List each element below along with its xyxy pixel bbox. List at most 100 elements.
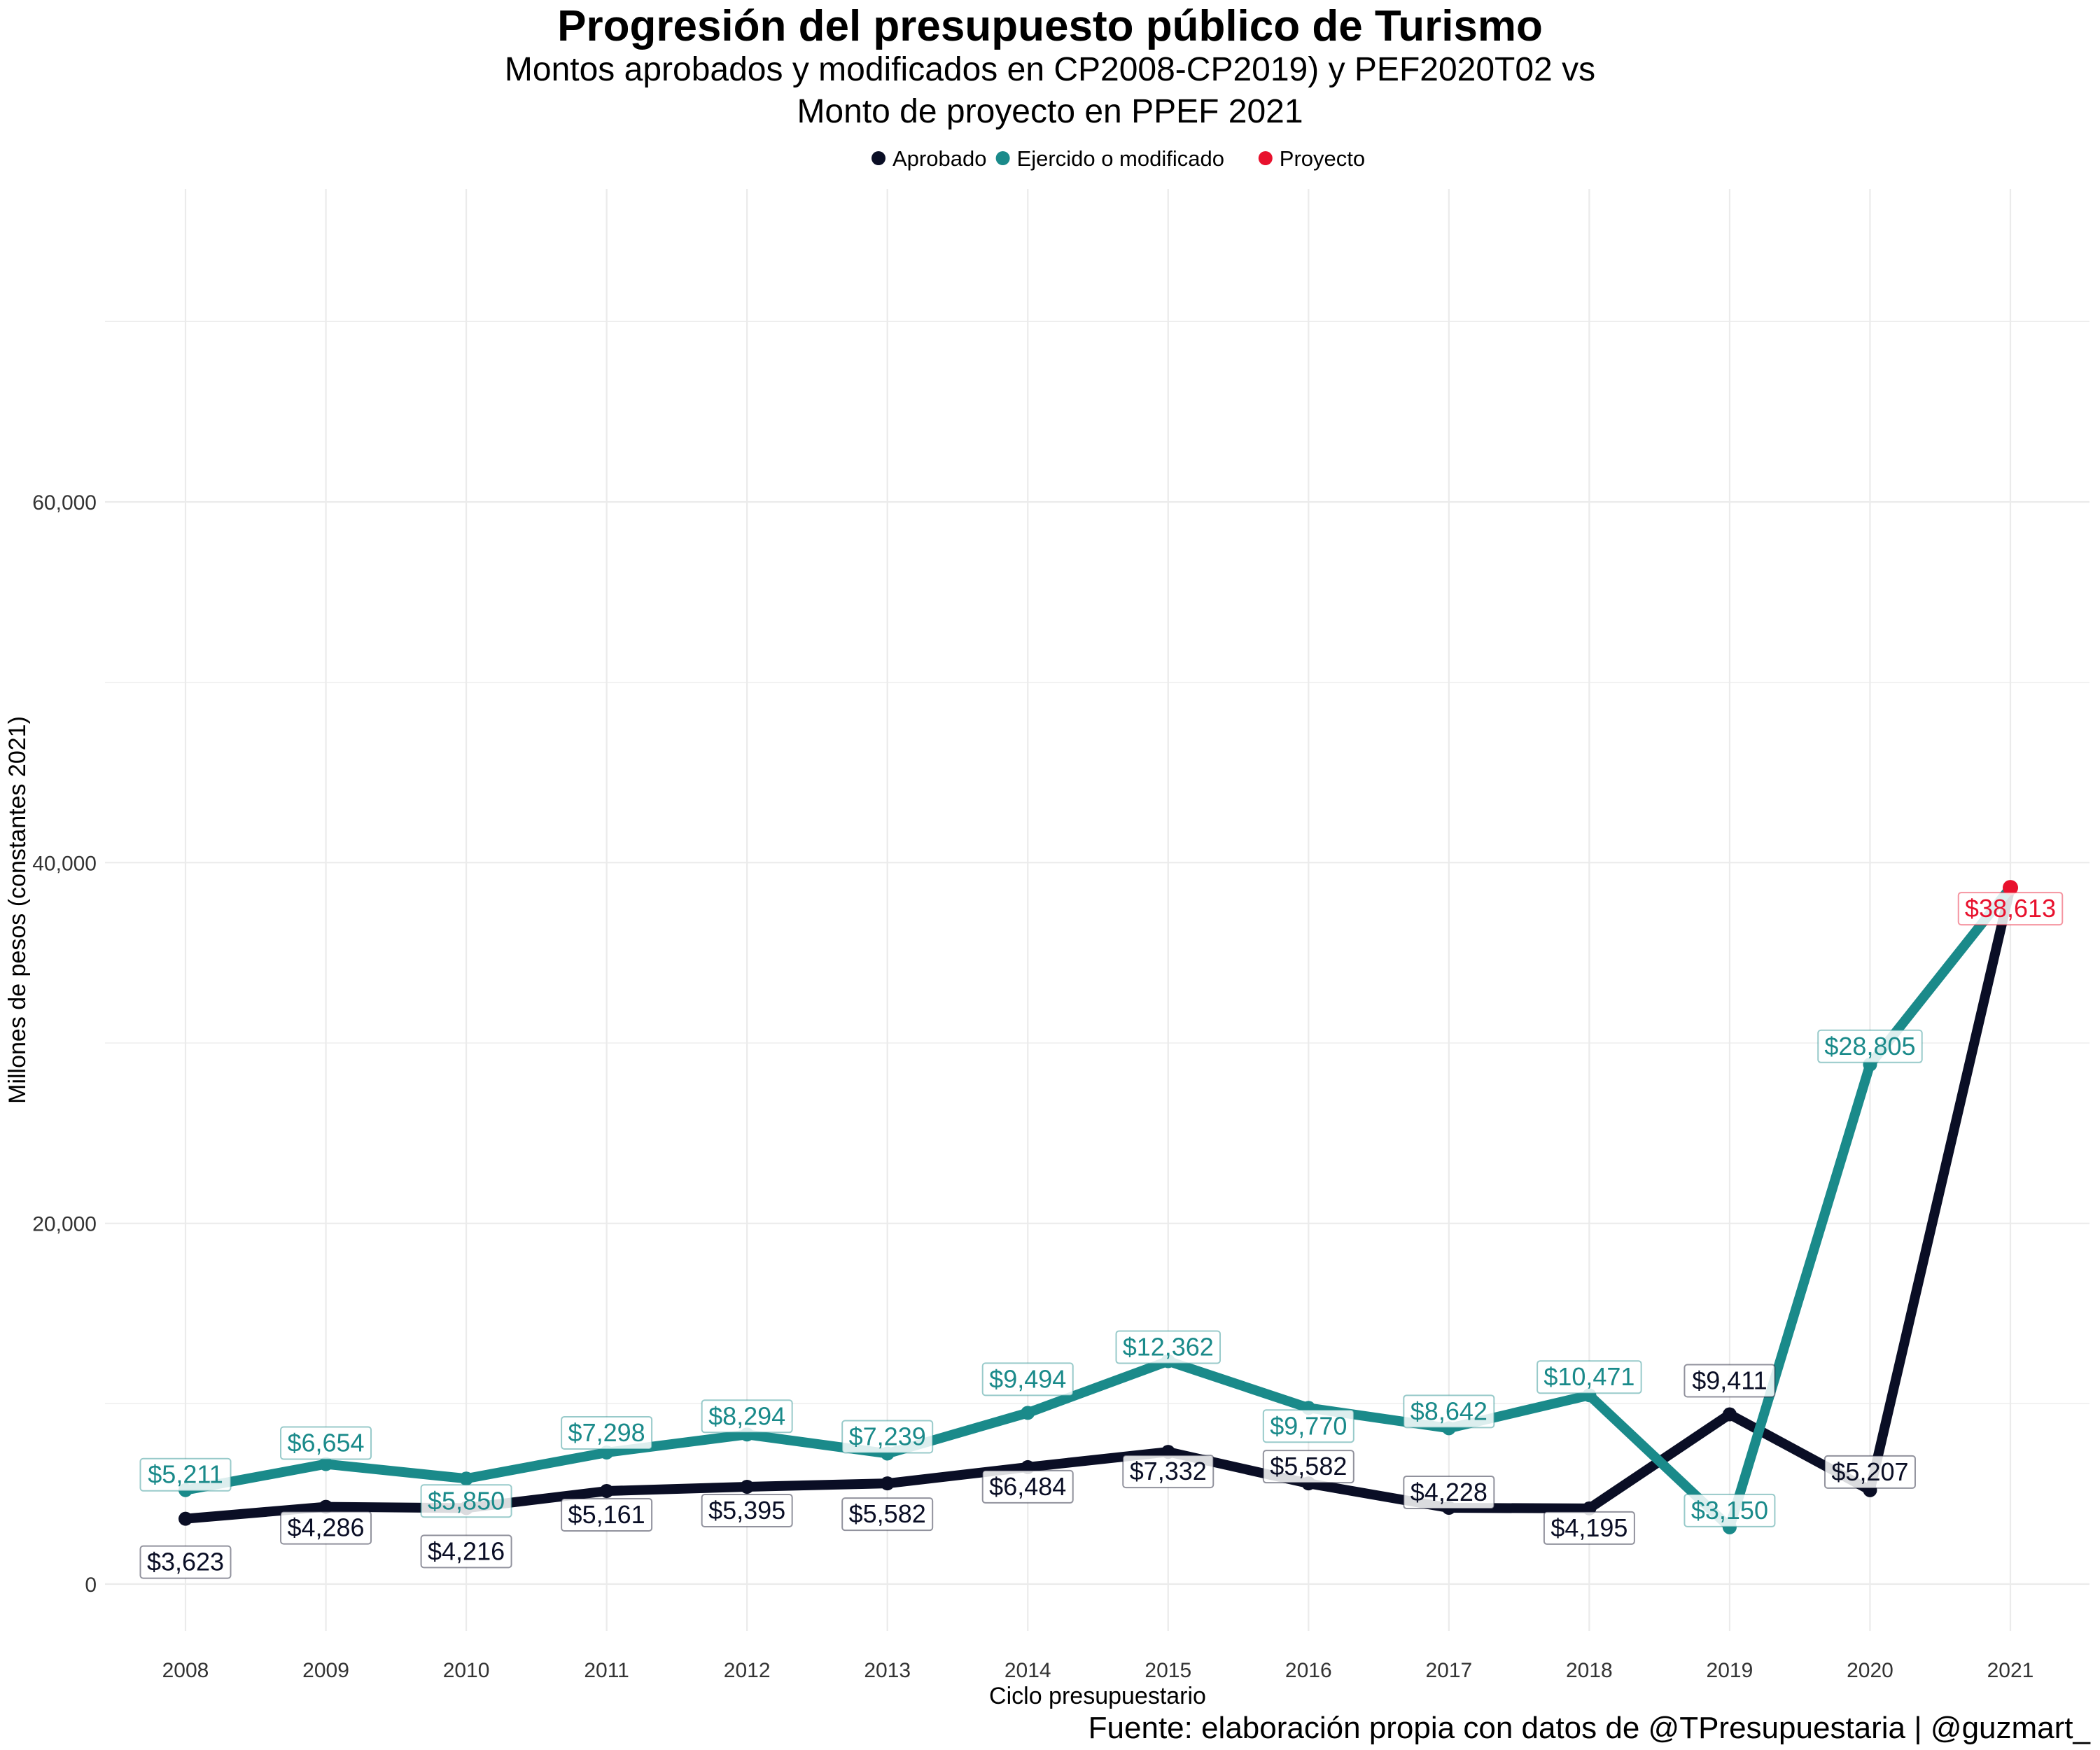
data-label-text: $9,770 (1270, 1411, 1347, 1440)
data-label-box (841, 1420, 934, 1454)
data-point (2003, 880, 2018, 896)
data-label-box (1262, 1409, 1354, 1443)
data-label: $12,362 (1115, 1330, 1222, 1364)
data-label: $4,228 (1403, 1476, 1495, 1510)
data-label-text: $5,582 (849, 1499, 926, 1528)
chart-subtitle-line-2: Monto de proyecto en PPEF 2021 (797, 93, 1303, 130)
legend-label: Ejercido o modificado (1017, 146, 1224, 171)
data-label: $7,239 (841, 1420, 934, 1454)
x-tick-label: 2012 (724, 1659, 771, 1682)
legend-key-aprobado (872, 151, 886, 165)
data-label-text: $8,294 (708, 1401, 785, 1430)
y-tick-label: 40,000 (32, 852, 97, 875)
data-label-box (701, 1399, 793, 1434)
data-label: $38,613 (1957, 892, 2064, 926)
data-label-box (1823, 1455, 1916, 1489)
data-label-box (420, 1484, 512, 1518)
data-label: $5,207 (1823, 1455, 1916, 1489)
data-label: $28,805 (1817, 1029, 1923, 1063)
data-label-box (981, 1362, 1074, 1396)
data-point (318, 1457, 333, 1471)
data-label-text: $38,613 (1965, 894, 2056, 923)
series-line-aprobado (181, 883, 2015, 1524)
x-tick-label: 2014 (1004, 1659, 1051, 1682)
data-label: $9,411 (1684, 1364, 1776, 1398)
data-label-text: $7,239 (849, 1422, 926, 1450)
data-point (459, 1471, 474, 1486)
x-tick-label: 2015 (1144, 1659, 1191, 1682)
data-label-box (981, 1469, 1074, 1504)
data-label-text: $8,642 (1410, 1396, 1488, 1425)
data-label-text: $5,207 (1831, 1457, 1908, 1486)
data-label: $3,150 (1684, 1493, 1776, 1527)
data-label-text: $6,484 (989, 1472, 1066, 1501)
x-tick-label: 2017 (1425, 1659, 1472, 1682)
x-tick-label: 2020 (1847, 1659, 1893, 1682)
data-label-text: $3,150 (1691, 1496, 1768, 1525)
data-label-box (1684, 1493, 1776, 1527)
x-tick-label: 2021 (1987, 1659, 2034, 1682)
data-label-box (1403, 1476, 1495, 1510)
data-label-box (561, 1415, 653, 1450)
data-label: $4,216 (420, 1534, 512, 1569)
data-label-text: $5,850 (428, 1486, 505, 1515)
data-label: $7,298 (561, 1415, 653, 1450)
data-label: $4,286 (280, 1511, 372, 1545)
data-label: $5,582 (841, 1497, 934, 1532)
data-label: $5,211 (139, 1457, 232, 1492)
data-label-text: $9,411 (1692, 1366, 1767, 1395)
data-label-text: $4,195 (1550, 1513, 1628, 1542)
data-point (178, 1511, 192, 1526)
data-point (318, 1499, 333, 1514)
data-label-box (1817, 1029, 1923, 1063)
data-label-text: $4,228 (1410, 1478, 1488, 1506)
data-label-box (280, 1511, 372, 1545)
data-label-text: $28,805 (1824, 1032, 1915, 1060)
legend: Aprobado Ejercido o modificado Proyecto (872, 146, 1365, 171)
y-tick-label: 0 (85, 1574, 97, 1597)
grid-layer (105, 189, 2090, 1631)
data-point (599, 1484, 614, 1499)
data-label: $6,654 (280, 1426, 372, 1460)
data-label-text: $5,395 (708, 1496, 785, 1525)
data-label-box (1115, 1330, 1222, 1364)
data-label-box (561, 1498, 653, 1532)
legend-key-ejercido-o-modificado (995, 151, 1010, 165)
data-point (880, 1476, 895, 1491)
data-label-box (1122, 1455, 1214, 1489)
data-label: $10,471 (1536, 1360, 1642, 1394)
data-label-text: $10,471 (1544, 1362, 1634, 1391)
series-layer (178, 880, 2018, 1534)
title-block: Progresión del presupuesto público de Tu… (0, 0, 2100, 133)
axis-layer: 0 20,000 40,000 60,000 2008 2009 2010 2011 2012 2… (4, 491, 2033, 1709)
data-label-text: $4,286 (287, 1513, 364, 1542)
x-tick-label: 2019 (1707, 1659, 1754, 1682)
data-label-text: $12,362 (1123, 1332, 1214, 1361)
y-tick-label: 20,000 (32, 1213, 97, 1236)
data-point (740, 1479, 755, 1494)
x-tick-label: 2011 (584, 1659, 629, 1682)
x-tick-label: 2008 (162, 1659, 209, 1682)
x-tick-label: 2009 (302, 1659, 349, 1682)
data-label: $9,770 (1262, 1409, 1354, 1443)
data-label-text: $7,332 (1130, 1457, 1207, 1485)
legend-label: Aprobado (892, 146, 986, 171)
data-label: $5,850 (420, 1484, 512, 1518)
data-label-text: $9,494 (989, 1364, 1066, 1393)
data-label: $8,294 (701, 1399, 793, 1434)
data-label-text: $5,161 (568, 1500, 645, 1529)
data-label-box (280, 1426, 372, 1460)
x-axis-title: Ciclo presupuestario (989, 1683, 1206, 1709)
data-label-box (1536, 1360, 1642, 1394)
data-label-text: $3,623 (147, 1548, 224, 1576)
data-label-text: $5,582 (1270, 1452, 1347, 1480)
data-label: $6,484 (981, 1469, 1074, 1504)
y-tick-label: 60,000 (32, 491, 97, 514)
data-point (1021, 1406, 1035, 1420)
data-label-box (1262, 1450, 1354, 1484)
series-line-ejercido-o-modificado (181, 883, 2015, 1532)
data-label-box (420, 1534, 512, 1569)
chart-title: Progresión del presupuesto público de Tu… (557, 2, 1543, 50)
y-axis-title: Millones de pesos (constantes 2021) (4, 716, 31, 1104)
data-label-box (841, 1497, 934, 1532)
